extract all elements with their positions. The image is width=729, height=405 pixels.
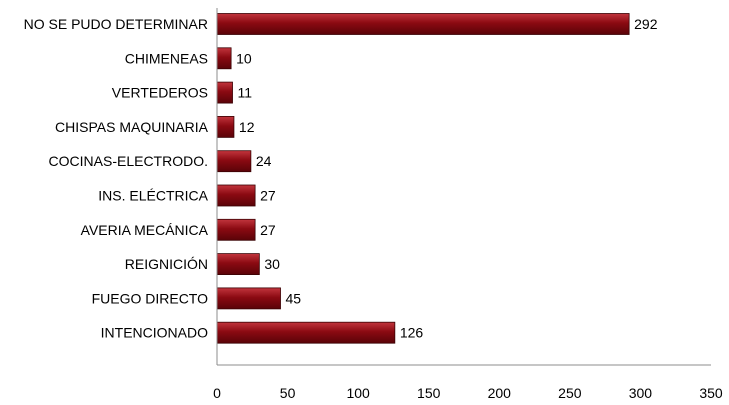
category-label: NO SE PUDO DETERMINAR — [24, 16, 208, 32]
x-tick-label: 100 — [346, 385, 370, 401]
bar — [216, 116, 235, 138]
category-label: CHIMENEAS — [125, 50, 208, 66]
x-tick-label: 50 — [280, 385, 296, 401]
bar — [216, 253, 260, 276]
category-label: REIGNICIÓN — [125, 256, 208, 272]
category-labels: NO SE PUDO DETERMINAR CHIMENEAS VERTEDEROS… — [24, 16, 209, 341]
value-label: 45 — [286, 290, 302, 306]
x-axis-ticks: 0 50 100 150 200 250 300 350 — [213, 385, 723, 401]
category-label: INTENCIONADO — [101, 325, 208, 341]
x-tick-label: 300 — [629, 385, 653, 401]
category-label: FUEGO DIRECTO — [92, 290, 209, 306]
bar — [216, 321, 396, 344]
value-label: 24 — [256, 153, 272, 169]
value-label: 12 — [239, 119, 255, 135]
x-tick-label: 250 — [558, 385, 582, 401]
bar — [216, 13, 630, 35]
value-label: 27 — [260, 188, 276, 204]
value-label: 292 — [634, 16, 658, 32]
category-label: VERTEDEROS — [112, 85, 208, 101]
x-tick-label: 350 — [699, 385, 723, 401]
x-tick-label: 150 — [417, 385, 441, 401]
bar — [216, 150, 252, 173]
value-label: 30 — [264, 256, 280, 272]
value-label: 126 — [400, 325, 424, 341]
bars-layer — [216, 13, 630, 344]
bar — [216, 184, 256, 207]
value-label: 11 — [238, 85, 253, 101]
x-tick-label: 200 — [488, 385, 512, 401]
category-label: INS. ELÉCTRICA — [98, 188, 208, 204]
bar — [216, 81, 233, 104]
value-label: 27 — [260, 222, 276, 238]
x-tick-label: 0 — [213, 385, 221, 401]
bar — [216, 218, 256, 241]
bar — [216, 47, 232, 70]
category-label: COCINAS-ELECTRODO. — [49, 153, 208, 169]
category-label: CHISPAS MAQUINARIA — [55, 119, 209, 135]
value-label: 10 — [236, 50, 252, 66]
category-label: AVERIA MECÁNICA — [81, 222, 209, 238]
bar — [216, 287, 281, 310]
value-labels: 292 10 11 12 24 27 27 30 45 126 — [236, 16, 658, 341]
